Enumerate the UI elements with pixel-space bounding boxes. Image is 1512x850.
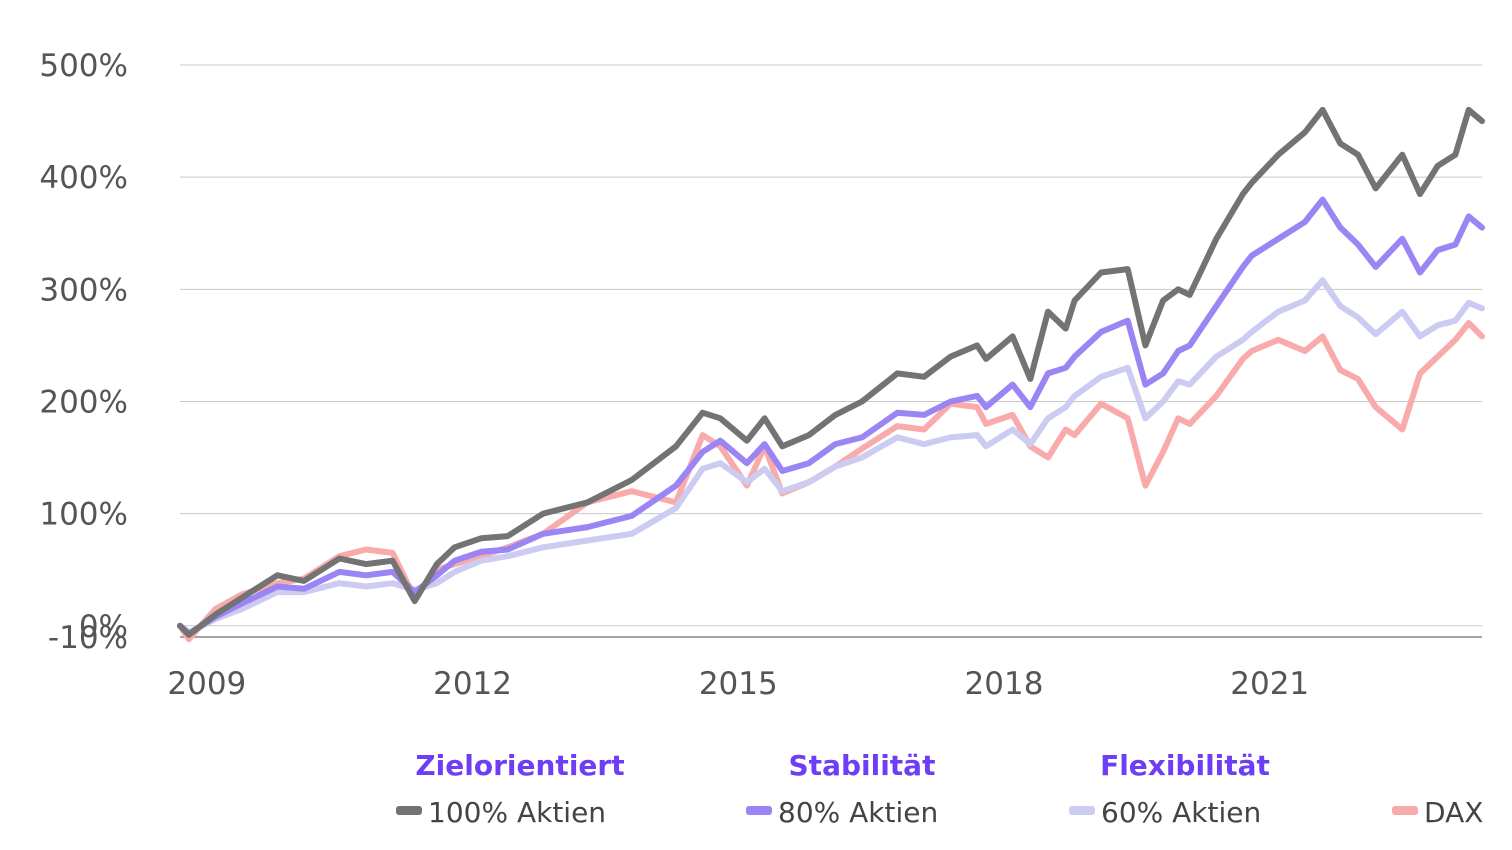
x-tick-label: 2015	[699, 666, 778, 702]
legend-label-dax: DAX	[1424, 796, 1483, 829]
series-line-dax	[177, 320, 1485, 643]
legend-group-stabilitaet: Stabilität	[789, 749, 936, 782]
x-tick-label: 2018	[965, 666, 1044, 702]
legend-label-60-aktien: 60% Aktien	[1101, 796, 1261, 829]
y-tick-label: 0%	[79, 609, 128, 645]
legend-label-80-aktien: 80% Aktien	[778, 796, 938, 829]
chart-legend: Zielorientiert Stabilität Flexibilität 1…	[396, 749, 1483, 829]
x-tick-label: 2012	[433, 666, 512, 702]
y-tick-label: 300%	[39, 272, 128, 308]
legend-swatch-60-aktien	[1069, 806, 1095, 815]
chart-series-lines	[177, 106, 1485, 643]
chart-gridlines	[180, 64, 1482, 638]
y-tick-label: 100%	[39, 497, 128, 533]
legend-label-100-aktien: 100% Aktien	[428, 796, 606, 829]
y-tick-label: -10%	[48, 620, 128, 656]
series-line-60-aktien	[177, 277, 1485, 636]
y-tick-label: 500%	[39, 48, 128, 84]
x-tick-label: 2021	[1230, 666, 1309, 702]
y-tick-label: 200%	[39, 384, 128, 420]
legend-group-flexibilitaet: Flexibilität	[1100, 749, 1270, 782]
legend-swatch-80-aktien	[746, 806, 772, 815]
legend-group-zielorientiert: Zielorientiert	[415, 749, 624, 782]
legend-swatch-100-aktien	[396, 806, 422, 815]
series-line-100-aktien	[177, 106, 1485, 638]
x-tick-label: 2009	[167, 666, 246, 702]
x-axis-tick-labels: 2009 2012 2015 2018 2021	[167, 666, 1309, 702]
y-axis-tick-labels: -10%0% 100% 200% 300% 400% 500%	[39, 48, 128, 656]
y-tick-label: 400%	[39, 160, 128, 196]
legend-swatch-dax	[1392, 806, 1418, 815]
